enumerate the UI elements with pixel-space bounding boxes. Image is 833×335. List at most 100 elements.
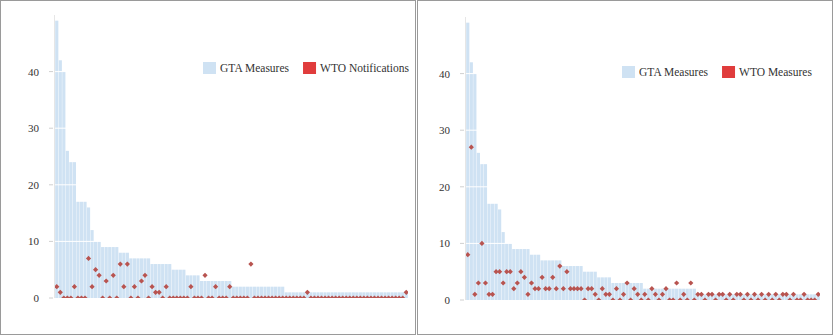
marker [132, 284, 137, 289]
bar [487, 204, 490, 300]
bar [477, 153, 480, 300]
marker [89, 284, 94, 289]
marker [118, 261, 123, 266]
marker [741, 297, 746, 300]
marker [787, 297, 792, 300]
marker [72, 284, 77, 289]
bar [105, 247, 108, 298]
marker [224, 295, 229, 298]
marker [107, 295, 112, 298]
legend-swatch [203, 62, 216, 74]
bar [480, 164, 483, 300]
bar [175, 270, 178, 298]
marker [536, 286, 541, 291]
marker [497, 269, 502, 274]
bar [59, 60, 62, 298]
marker [248, 261, 253, 266]
marker [593, 292, 598, 297]
y-tick-label: 10 [28, 235, 40, 247]
bar [55, 21, 58, 298]
grid-line [466, 130, 820, 131]
bar [576, 266, 579, 300]
y-tick [49, 71, 53, 72]
marker [752, 292, 757, 297]
marker [86, 256, 91, 261]
marker [663, 286, 668, 291]
marker [649, 286, 654, 291]
y-tick-label: 20 [28, 179, 40, 191]
marker [656, 297, 661, 300]
bar [182, 270, 185, 298]
marker [674, 280, 679, 285]
bar [562, 266, 565, 300]
bar [112, 247, 115, 298]
panel-frame [418, 1, 833, 335]
y-tick [49, 128, 53, 129]
marker [55, 284, 59, 289]
marker [812, 297, 817, 300]
marker [469, 145, 474, 150]
grid-line [55, 241, 408, 242]
marker [646, 297, 651, 300]
bar [122, 253, 125, 298]
bar [498, 209, 501, 300]
marker [490, 292, 495, 297]
grid-line [466, 243, 820, 244]
bar [179, 270, 182, 298]
marker [476, 280, 481, 285]
bar [502, 232, 505, 300]
marker [93, 267, 98, 272]
chart-panel: 010203040GTA MeasuresWTO Measures [418, 1, 833, 335]
marker [713, 297, 718, 300]
bar [69, 162, 72, 298]
bar [675, 289, 678, 300]
bar [126, 253, 129, 298]
bar [129, 258, 132, 298]
bar [544, 260, 547, 300]
bar [484, 164, 487, 300]
marker [660, 292, 665, 297]
legend-swatch [722, 66, 735, 78]
bar [168, 264, 171, 298]
marker [692, 297, 697, 300]
marker [501, 280, 506, 285]
legend-label: WTO Measures [739, 66, 812, 78]
marker [731, 297, 736, 300]
marker [508, 269, 513, 274]
legend-swatch [303, 62, 316, 74]
marker [404, 290, 408, 295]
y-tick-label: 30 [28, 122, 40, 134]
bar [203, 281, 206, 298]
marker [305, 290, 310, 295]
bar [512, 249, 515, 300]
plot-area [466, 23, 820, 300]
marker [681, 292, 686, 297]
bar [150, 264, 153, 298]
marker [483, 280, 488, 285]
marker [135, 295, 140, 298]
y-tick-label: 40 [439, 68, 451, 80]
marker [157, 290, 162, 295]
marker [185, 295, 190, 298]
chart-panel: 010203040GTA MeasuresWTO Notifications [1, 1, 416, 335]
marker [529, 280, 534, 285]
legend-label: GTA Measures [639, 66, 709, 78]
marker [635, 292, 640, 297]
marker [550, 275, 555, 280]
marker [139, 278, 144, 283]
marker [561, 286, 566, 291]
y-axis-line [465, 17, 466, 300]
marker [466, 252, 470, 257]
marker [547, 286, 552, 291]
bar [108, 247, 111, 298]
marker [128, 295, 133, 298]
marker [653, 292, 658, 297]
bar [572, 266, 575, 300]
marker [540, 275, 545, 280]
marker [759, 292, 764, 297]
bar [214, 281, 217, 298]
marker [479, 241, 484, 246]
grid-line [55, 128, 408, 129]
marker [727, 292, 732, 297]
marker [596, 297, 601, 300]
